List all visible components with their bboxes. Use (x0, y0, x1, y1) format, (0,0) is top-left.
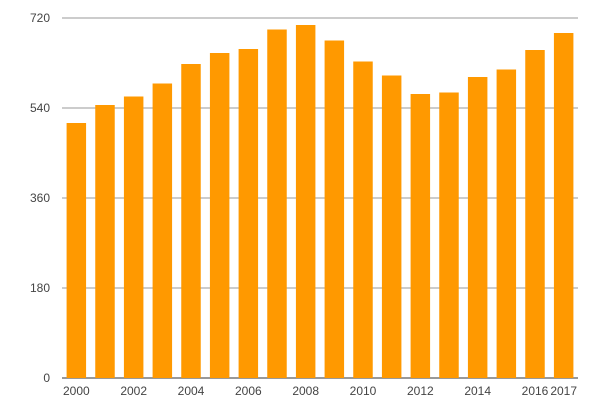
x-tick-label-2014: 2014 (464, 384, 491, 398)
y-tick-label-0: 0 (43, 371, 50, 385)
bar-2015 (496, 69, 517, 378)
gridlines (62, 17, 578, 379)
y-tick-label-720: 720 (30, 11, 50, 25)
bar-2003 (152, 83, 173, 378)
bar-2007 (267, 29, 287, 378)
bar-2017 (553, 33, 574, 378)
bar-2004 (181, 64, 201, 378)
bar-2009 (324, 40, 345, 378)
x-tick-label-2006: 2006 (235, 384, 262, 398)
x-tick-label-2016: 2016 (522, 384, 549, 398)
x-tick-label-2000: 2000 (63, 384, 90, 398)
x-tick-label-2017: 2017 (550, 384, 577, 398)
x-tick-label-2008: 2008 (292, 384, 319, 398)
bar-2008 (295, 25, 316, 378)
bar-2005 (209, 53, 230, 378)
x-tick-label-2002: 2002 (120, 384, 147, 398)
bar-2016 (525, 50, 545, 378)
bar-2002 (123, 96, 144, 378)
bar-2011 (381, 75, 402, 378)
bar-2013 (439, 92, 459, 378)
bar-2012 (410, 94, 431, 378)
bar-2001 (95, 105, 115, 378)
y-axis-labels: 0 180 360 540 720 (30, 11, 50, 385)
y-tick-label-360: 360 (30, 191, 50, 205)
x-tick-label-2012: 2012 (407, 384, 434, 398)
x-tick-label-2004: 2004 (178, 384, 205, 398)
x-axis-labels: 2000 2002 2004 2006 2008 2010 2012 2014 2016 2017 (63, 384, 577, 398)
x-tick-label-2010: 2010 (350, 384, 377, 398)
bar-2000 (66, 123, 87, 378)
y-tick-label-540: 540 (30, 101, 50, 115)
bars (66, 25, 574, 378)
bar-2006 (238, 49, 259, 378)
bar-2010 (353, 61, 373, 378)
y-tick-label-180: 180 (30, 281, 50, 295)
bar-2014 (467, 77, 488, 378)
